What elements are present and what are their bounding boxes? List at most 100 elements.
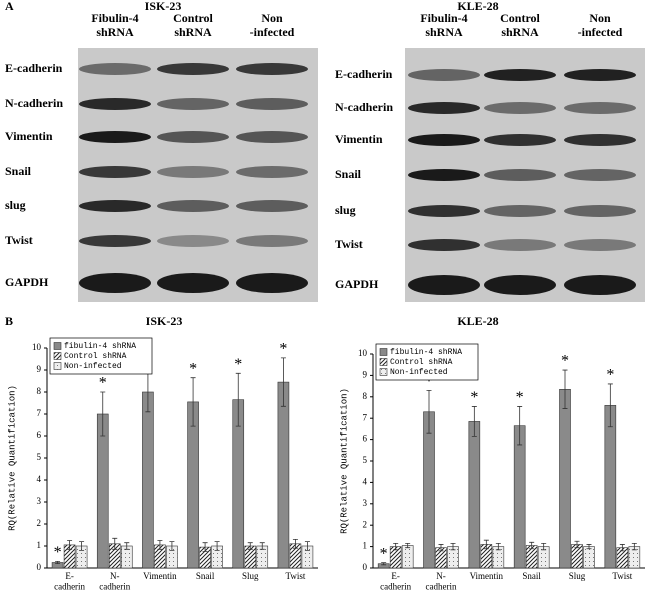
- legend-box: [375, 343, 479, 381]
- blot-band: [79, 63, 151, 75]
- lane-label: Non -infected: [250, 11, 295, 39]
- blot-band: [157, 63, 229, 75]
- significance-mark: *: [561, 353, 569, 370]
- error-bar: [562, 369, 568, 409]
- error-bar: [292, 539, 298, 549]
- blot-band: [564, 134, 636, 146]
- error-bar: [202, 542, 208, 552]
- significance-mark: *: [425, 373, 433, 390]
- lane-label: Control shRNA: [173, 11, 213, 39]
- blot-band: [79, 273, 151, 293]
- blot-band: [408, 205, 480, 217]
- row-label: E-cadherin: [335, 67, 393, 81]
- error-bar: [631, 542, 637, 551]
- x-tick-label: E-cadherin: [54, 571, 85, 591]
- y-tick-label: 8: [37, 386, 42, 396]
- error-bar: [247, 542, 253, 550]
- row-label: Twist: [5, 233, 33, 247]
- bar: [513, 425, 526, 569]
- y-tick-label: 3: [37, 496, 42, 506]
- significance-mark: *: [189, 360, 197, 377]
- blot-band: [564, 205, 636, 217]
- y-tick-label: 2: [363, 519, 368, 529]
- error-bar: [235, 372, 241, 427]
- y-tick-label: 7: [363, 412, 368, 422]
- bar: [583, 546, 595, 569]
- legend-swatch: [53, 362, 62, 370]
- bar: [559, 389, 571, 569]
- blot-band: [236, 166, 308, 178]
- error-bar: [607, 383, 613, 428]
- blot-band: [236, 200, 308, 212]
- row-label: Snail: [5, 164, 32, 178]
- blot-band: [408, 169, 480, 181]
- blot-band: [236, 131, 308, 143]
- lane-label: Non -infected: [578, 11, 623, 39]
- row-label: slug: [5, 198, 26, 212]
- blot-band: [79, 166, 151, 178]
- y-axis-label: RQ(Relative Quantification): [7, 385, 17, 531]
- blot-band: [236, 63, 308, 75]
- error-bar: [124, 542, 130, 550]
- blot-band: [564, 102, 636, 114]
- chart-title: KLE-28: [457, 314, 498, 328]
- row-label: N-cadherin: [5, 96, 63, 110]
- blot-band: [484, 205, 556, 217]
- error-bar: [190, 377, 196, 427]
- error-bar: [586, 544, 592, 550]
- y-tick-label: 9: [37, 364, 42, 374]
- significance-mark: *: [516, 389, 524, 406]
- legend-swatch: [379, 368, 388, 376]
- blot-band: [236, 98, 308, 110]
- legend-label: Non-infected: [64, 362, 122, 371]
- error-bar: [495, 542, 501, 551]
- y-tick-label: 4: [37, 474, 42, 484]
- error-bar: [450, 542, 456, 551]
- blot-band: [236, 235, 308, 247]
- bar: [96, 413, 109, 569]
- blot-band: [408, 134, 480, 146]
- error-bar: [304, 541, 310, 551]
- y-tick-label: 1: [37, 540, 42, 550]
- y-tick-label: 5: [363, 455, 368, 465]
- bar: [187, 401, 199, 569]
- error-bar: [393, 542, 399, 551]
- x-tick-label: N-cadherin: [426, 571, 457, 591]
- lane-label: Fibulin-4 shRNA: [420, 11, 467, 39]
- x-tick-label: E-cadherin: [380, 571, 411, 591]
- error-bar: [67, 540, 73, 550]
- row-label: GAPDH: [5, 275, 49, 289]
- blot-band: [157, 273, 229, 293]
- y-tick-label: 8: [363, 391, 368, 401]
- lane-label: Fibulin-4 shRNA: [91, 11, 138, 39]
- bar: [423, 411, 435, 569]
- error-bar: [438, 544, 444, 552]
- significance-mark: *: [279, 341, 287, 358]
- blot-band: [157, 166, 229, 178]
- y-axis-label: RQ(Relative Quantification): [339, 388, 349, 534]
- error-bar: [426, 389, 432, 434]
- row-label: Vimentin: [5, 129, 53, 143]
- bar: [401, 545, 414, 569]
- error-bar: [471, 406, 477, 437]
- bar: [277, 381, 290, 569]
- blot-band: [484, 134, 556, 146]
- y-tick-label: 10: [32, 342, 42, 352]
- y-tick-label: 4: [363, 476, 368, 486]
- legend-label: Control shRNA: [390, 358, 453, 367]
- error-bar: [574, 540, 580, 549]
- blot-band: [564, 275, 636, 295]
- blot-band: [564, 69, 636, 81]
- significance-mark: *: [380, 545, 388, 562]
- x-tick-label: Slug: [242, 571, 259, 581]
- row-label: Vimentin: [335, 132, 383, 146]
- y-tick-label: 3: [363, 498, 368, 508]
- error-bar: [280, 357, 286, 407]
- significance-mark: *: [234, 356, 242, 373]
- error-bar: [79, 541, 85, 551]
- y-tick-label: 7: [37, 408, 42, 418]
- y-tick-label: 0: [363, 562, 368, 572]
- legend-swatch: [379, 358, 388, 366]
- blot-band: [157, 131, 229, 143]
- blot-title: ISK-23: [145, 0, 182, 13]
